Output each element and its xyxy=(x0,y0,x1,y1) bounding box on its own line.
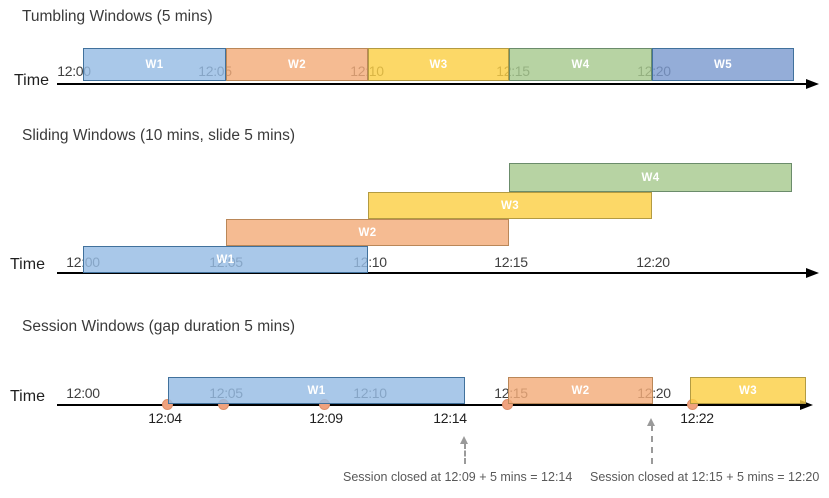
window-w5: W5 xyxy=(652,48,794,81)
window-w2: W2 xyxy=(226,48,368,81)
time-axis-label: Time xyxy=(10,388,45,405)
window-w3: W3 xyxy=(368,192,652,219)
window-w2: W2 xyxy=(226,219,509,246)
event-dot xyxy=(502,399,513,410)
tumbling-title: Tumbling Windows (5 mins) xyxy=(22,8,213,25)
event-time-label: 12:22 xyxy=(680,410,714,426)
sliding-title: Sliding Windows (10 mins, slide 5 mins) xyxy=(22,127,296,144)
tick-label: 12:20 xyxy=(636,254,670,270)
event-time-label: 12:09 xyxy=(309,410,343,426)
callout-up-arrowhead-icon xyxy=(460,436,468,444)
time-axis-label: Time xyxy=(14,72,49,89)
callout-up-arrowhead-icon xyxy=(647,418,655,426)
session-closed-annotation: Session closed at 12:15 + 5 mins = 12:20 xyxy=(590,470,820,484)
window-w2: W2 xyxy=(508,377,653,404)
timeline xyxy=(57,404,800,406)
window-w3: W3 xyxy=(690,377,806,404)
tick-label: 12:00 xyxy=(66,385,100,401)
window-w1: W1 xyxy=(168,377,465,404)
window-label: W2 xyxy=(358,226,377,239)
timeline xyxy=(57,83,806,85)
window-label: W4 xyxy=(641,171,660,184)
timeline-arrowhead-icon xyxy=(800,400,813,410)
window-label: W3 xyxy=(429,58,448,71)
window-label: W2 xyxy=(571,384,590,397)
event-dot xyxy=(162,399,173,410)
window-label: W1 xyxy=(216,253,235,266)
window-label: W5 xyxy=(713,58,733,71)
window-label: W4 xyxy=(571,58,590,71)
timeline-arrowhead-icon xyxy=(806,79,819,89)
window-w3: W3 xyxy=(368,48,509,81)
window-label: W1 xyxy=(145,58,164,71)
window-label: W2 xyxy=(287,58,307,71)
timeline-arrowhead-icon xyxy=(806,268,819,278)
tick-label: 12:00 xyxy=(57,63,91,79)
window-label: W1 xyxy=(307,384,326,397)
window-label: W3 xyxy=(500,199,520,212)
window-w1: W1 xyxy=(83,48,226,81)
callout-dashed-line xyxy=(464,443,466,464)
tick-label: 12:15 xyxy=(494,254,528,270)
event-time-label: 12:14 xyxy=(433,410,467,426)
time-axis-label: Time xyxy=(10,256,45,273)
window-w4: W4 xyxy=(509,163,792,192)
session-closed-annotation: Session closed at 12:09 + 5 mins = 12:14 xyxy=(343,470,573,484)
timeline xyxy=(57,272,806,274)
window-w4: W4 xyxy=(509,48,652,81)
event-time-label: 12:04 xyxy=(148,410,182,426)
window-w1: W1 xyxy=(83,246,368,273)
session-title: Session Windows (gap duration 5 mins) xyxy=(22,318,296,335)
callout-dashed-line xyxy=(651,425,653,464)
window-label: W3 xyxy=(738,384,758,397)
